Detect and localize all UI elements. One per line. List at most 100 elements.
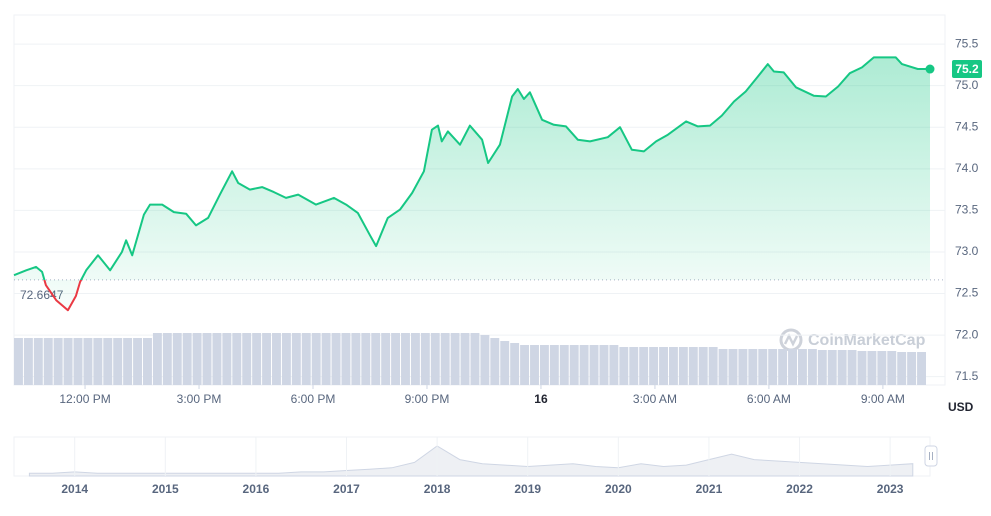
volume-bar [63, 338, 73, 385]
x-tick-label: 3:00 AM [633, 392, 677, 406]
y-tick-label: 74.5 [955, 119, 979, 133]
navigator-year-label: 2017 [333, 482, 360, 496]
volume-bar [847, 350, 857, 385]
volume-bar [867, 351, 877, 385]
volume-bar [500, 341, 510, 385]
navigator-year-label: 2018 [424, 482, 451, 496]
volume-bar [579, 345, 589, 385]
last-point [925, 64, 935, 74]
volume-bar [14, 338, 23, 385]
y-tick-label: 74.0 [955, 161, 979, 175]
volume-bar [232, 333, 242, 385]
volume-bar [758, 349, 768, 385]
volume-bar [391, 333, 401, 385]
volume-bar [83, 338, 93, 385]
volume-bar [668, 347, 678, 385]
y-tick-label: 73.5 [955, 203, 979, 217]
y-tick-label: 72.0 [955, 327, 979, 341]
volume-bar [182, 333, 192, 385]
volume-bar [341, 333, 351, 385]
navigator-year-label: 2014 [61, 482, 88, 496]
volume-bar [619, 347, 629, 385]
volume-bar [440, 333, 450, 385]
volume-bar [559, 345, 569, 385]
volume-bar [162, 333, 172, 385]
price-badge-label: 75.2 [955, 62, 979, 76]
volume-bar [133, 338, 143, 385]
volume-bar [470, 333, 480, 385]
volume-bar [639, 347, 649, 385]
volume-bar [678, 347, 688, 385]
volume-bar [291, 333, 301, 385]
volume-bar [659, 347, 668, 385]
volume-bar [172, 333, 182, 385]
y-tick-label: 71.5 [955, 369, 979, 383]
navigator-year-label: 2019 [514, 482, 541, 496]
volume-bar [917, 352, 926, 385]
volume-bar [599, 345, 609, 385]
price-badge [952, 60, 982, 79]
volume-bar [252, 333, 262, 385]
volume-bar [857, 351, 867, 385]
navigator-year-label: 2022 [786, 482, 813, 496]
x-tick-label: 9:00 AM [861, 392, 905, 406]
navigator-handle[interactable] [924, 445, 938, 467]
volume-bar [420, 333, 430, 385]
volume-bar [33, 338, 43, 385]
volume-bar [708, 347, 718, 385]
volume-bar [73, 338, 83, 385]
volume-bar [103, 338, 113, 385]
x-tick-label: 3:00 PM [177, 392, 222, 406]
x-tick-label: 16 [534, 392, 548, 406]
volume-bar [460, 333, 470, 385]
navigator-year-label: 2015 [152, 482, 179, 496]
volume-bar [281, 333, 291, 385]
volume-bar [311, 333, 321, 385]
volume-bar [718, 349, 728, 385]
volume-bar [113, 338, 123, 385]
volume-bar [143, 338, 152, 385]
navigator-year-label: 2020 [605, 482, 632, 496]
volume-bar [539, 345, 549, 385]
volume-bar [53, 338, 63, 385]
volume-bar [817, 350, 827, 385]
volume-bar [242, 333, 252, 385]
volume-bar [738, 349, 748, 385]
volume-bar [768, 349, 778, 385]
volume-bar [510, 343, 520, 385]
volume-bar [272, 333, 281, 385]
volume-bar [192, 333, 202, 385]
volume-bar [480, 335, 490, 385]
navigator-area [28, 445, 914, 477]
volume-bar [331, 333, 341, 385]
volume-bar [748, 349, 758, 385]
volume-bar [807, 349, 817, 385]
volume-bar [837, 350, 847, 385]
watermark-text: CoinMarketCap [808, 332, 926, 349]
x-tick-label: 12:00 PM [59, 392, 110, 406]
volume-bar [321, 333, 331, 385]
x-tick-label: 6:00 PM [291, 392, 336, 406]
navigator-year-label: 2021 [696, 482, 723, 496]
price-area [14, 57, 930, 311]
volume-bar [629, 347, 639, 385]
volume-bar [212, 333, 222, 385]
volume-bar [361, 333, 371, 385]
volume-bar [123, 338, 133, 385]
volume-bar [450, 333, 460, 385]
volume-bar [202, 333, 212, 385]
volume-bar [520, 345, 530, 385]
volume-bar [549, 345, 559, 385]
volume-bar [222, 333, 232, 385]
price-line [13, 56, 930, 312]
volume-bar [262, 333, 272, 385]
volume-bar [93, 338, 103, 385]
volume-bar [410, 333, 420, 385]
volume-bar [907, 352, 917, 385]
volume-bar [371, 333, 381, 385]
volume-bar [728, 349, 738, 385]
y-tick-label: 75.0 [955, 78, 979, 92]
volume-bar [23, 338, 33, 385]
volume-bar [609, 345, 619, 385]
